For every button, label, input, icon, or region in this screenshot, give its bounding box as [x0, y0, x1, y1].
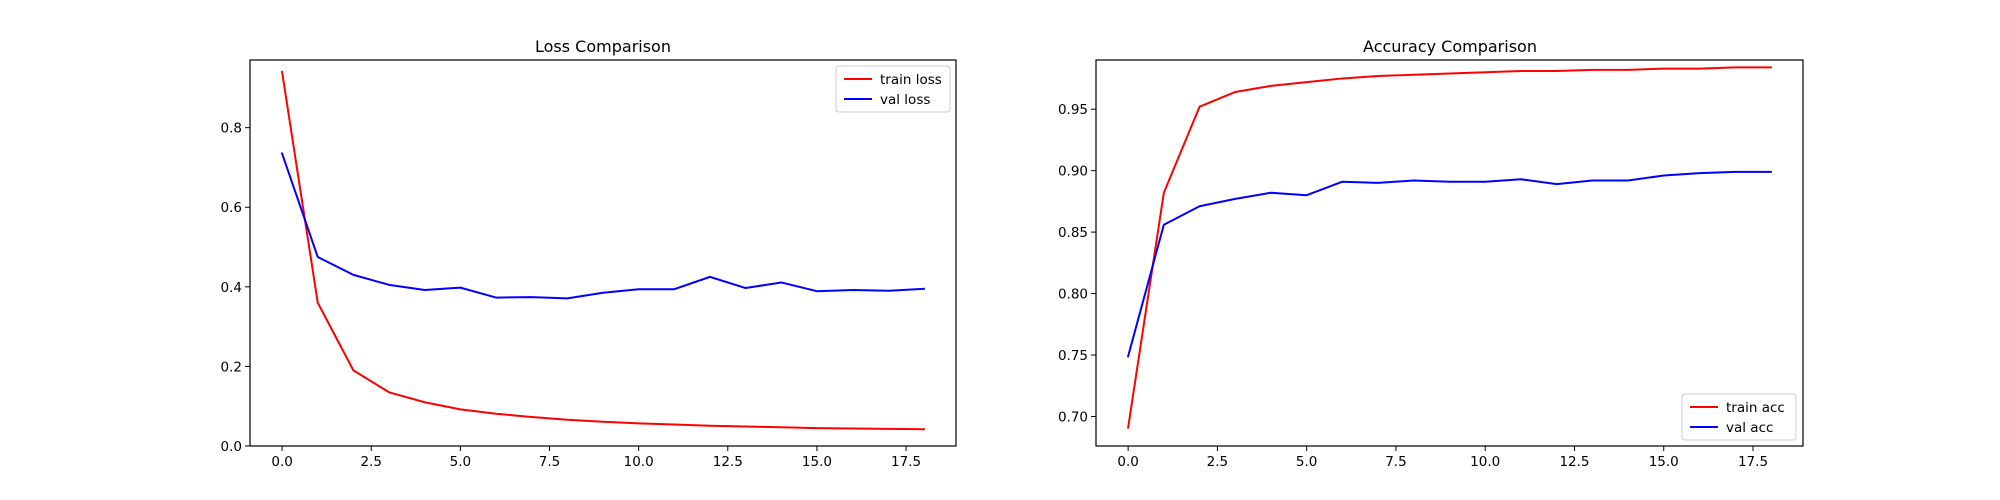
loss-x-tick-label: 10.0	[624, 454, 654, 470]
loss-x-tick-label: 2.5	[360, 454, 381, 470]
accuracy-x-tick-label: 2.5	[1207, 454, 1228, 470]
legend-label-train-loss: train loss	[880, 72, 942, 88]
accuracy-y-tick-label: 0.70	[1058, 409, 1088, 425]
accuracy-x-tick-label: 15.0	[1649, 454, 1679, 470]
loss-x-tick-label: 17.5	[891, 454, 921, 470]
loss-x-tick-label: 15.0	[802, 454, 832, 470]
accuracy-x-tick-label: 5.0	[1296, 454, 1317, 470]
accuracy-comparison-chart: Accuracy Comparison 0.0 2.5 5.0 7.5 10.0 12.5…	[1058, 37, 1804, 470]
accuracy-chart-title: Accuracy Comparison	[1363, 37, 1537, 56]
accuracy-x-tick-label: 0.0	[1117, 454, 1138, 470]
accuracy-chart-marks: 0.0 2.5 5.0 7.5 10.0 12.5 15.0 17.5 0.70 0.75 0.80…	[1058, 66, 1797, 470]
accuracy-y-tick-label: 0.90	[1058, 164, 1088, 180]
series-line-train-acc	[1127, 66, 1772, 429]
loss-legend	[835, 65, 951, 113]
loss-y-tick-label: 0.4	[221, 280, 242, 296]
legend-label-val-acc: val acc	[1726, 420, 1773, 436]
series-line-train-loss	[280, 70, 925, 431]
accuracy-x-tick-label: 17.5	[1738, 454, 1768, 470]
legend-label-val-loss: val loss	[880, 92, 930, 108]
loss-y-tick-label: 0.6	[221, 200, 242, 216]
accuracy-x-tick-label: 7.5	[1385, 454, 1406, 470]
accuracy-legend	[1681, 393, 1797, 441]
accuracy-x-tick-label: 10.0	[1470, 454, 1500, 470]
loss-y-tick-label: 0.8	[221, 121, 242, 137]
loss-chart-title: Loss Comparison	[535, 37, 671, 56]
loss-x-tick-label: 7.5	[539, 454, 560, 470]
accuracy-y-tick-label: 0.80	[1058, 287, 1088, 303]
loss-x-tick-label: 0.0	[271, 454, 292, 470]
accuracy-y-tick-label: 0.95	[1058, 102, 1088, 118]
loss-y-tick-label: 0.0	[221, 439, 242, 455]
accuracy-axes-frame	[1095, 59, 1804, 447]
series-line-val-acc	[1126, 170, 1772, 358]
loss-y-tick-label: 0.2	[221, 359, 242, 375]
series-line-val-loss	[280, 152, 925, 300]
loss-x-tick-label: 5.0	[450, 454, 471, 470]
loss-comparison-chart: Loss Comparison 0.0 2.5 5.0 7.5 10.0 12.5 15.0…	[221, 37, 957, 470]
loss-chart-marks: 0.0 2.5 5.0 7.5 10.0 12.5 15.0 17.5 0.0 0.2 0.4 0.6…	[221, 65, 951, 470]
loss-axes-frame	[249, 59, 957, 447]
loss-x-tick-label: 12.5	[713, 454, 743, 470]
accuracy-x-tick-label: 12.5	[1559, 454, 1589, 470]
accuracy-y-tick-label: 0.85	[1058, 225, 1088, 241]
accuracy-y-tick-label: 0.75	[1058, 348, 1088, 364]
legend-label-train-acc: train acc	[1726, 400, 1785, 416]
